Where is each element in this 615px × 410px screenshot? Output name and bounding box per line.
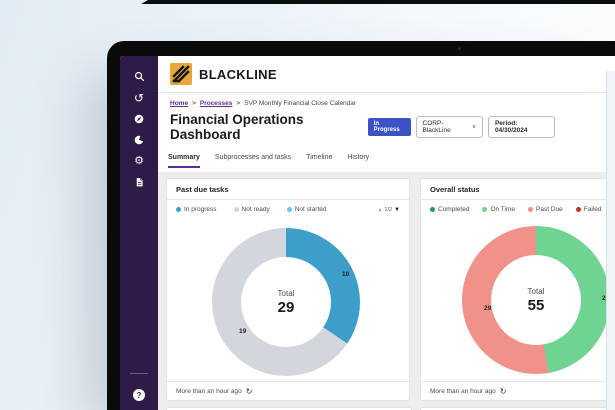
legend-dot-not-started [286, 207, 292, 212]
org-dropdown-value: CORP-BlackLine [422, 120, 451, 134]
overall-status-donut-chart: 26 29 Total 55 [462, 226, 610, 374]
title-row: Financial Operations Dashboard In Progre… [158, 107, 615, 142]
card-partial [166, 407, 412, 410]
legend-item: Completed [430, 206, 469, 213]
page-title: Financial Operations Dashboard [170, 112, 304, 142]
total-label: Total [277, 288, 295, 298]
donut-center: Total 29 [241, 257, 331, 347]
screen: ↺ ⚙ ? [120, 56, 615, 410]
refresh-icon[interactable]: ↻ [245, 386, 253, 396]
card-title: Past due tasks [167, 179, 409, 200]
legend-dot-in-progress [176, 207, 181, 212]
documents-icon[interactable] [132, 175, 146, 189]
top-device-edge [141, 0, 615, 4]
slice-value: 10 [342, 271, 350, 278]
card-footer: More than an hour ago ↻ [167, 381, 409, 400]
tab-summary[interactable]: Summary [168, 154, 200, 168]
card-title: Overall status [421, 179, 615, 200]
refresh-icon[interactable]: ↻ [499, 386, 507, 396]
history-icon[interactable]: ↺ [133, 91, 145, 105]
pager-up-icon[interactable]: ▲ [377, 206, 383, 213]
org-dropdown[interactable]: CORP-BlackLine ∨ [415, 116, 483, 138]
slice-value: 26 [602, 295, 609, 302]
tab-bar: Summary Subprocesses and tasks Timeline … [158, 142, 615, 168]
legend-label: Past Due [536, 206, 563, 213]
legend-item: Not started [286, 206, 327, 213]
legend-dot-not-ready [233, 207, 239, 212]
settings-gear-icon[interactable]: ⚙ [134, 154, 144, 167]
legend-label: In progress [184, 206, 217, 213]
legend-label: On Time [490, 206, 515, 213]
total-value: 55 [527, 296, 545, 314]
app-bar: BLACKLINE [158, 56, 615, 93]
main-area: BLACKLINE Home > Processes > SVP Monthly… [158, 56, 615, 410]
legend-dot-completed [430, 207, 435, 212]
legend-item: Not ready [233, 206, 270, 213]
chart-legend: In progress Not ready Not started [167, 200, 409, 213]
dashboard-content: Past due tasks In progress Not ready [158, 172, 615, 410]
header-controls: In Progress CORP-BlackLine ∨ Period: 04/… [367, 116, 555, 138]
donut-center: Total 55 [491, 255, 581, 345]
breadcrumb-separator: > [192, 100, 196, 107]
card-partial [420, 407, 615, 410]
status-badge: In Progress [367, 118, 411, 136]
legend-item: Past Due [528, 206, 563, 213]
webcam-dot [458, 47, 461, 50]
sidebar: ↺ ⚙ ? [120, 56, 158, 410]
help-icon[interactable]: ? [133, 389, 145, 401]
breadcrumb-processes[interactable]: Processes [199, 100, 233, 107]
breadcrumb-separator: > [236, 100, 241, 107]
slice-value: 19 [239, 328, 247, 335]
legend-item: On Time [482, 206, 515, 213]
tab-timeline[interactable]: Timeline [306, 154, 333, 161]
breadcrumb-home[interactable]: Home [170, 100, 189, 107]
period-field[interactable]: Period: 04/30/2024 [487, 116, 555, 138]
legend-pager: ▲ 1/2 ▼ [377, 207, 400, 213]
laptop-side-edge [606, 71, 615, 410]
last-refreshed-text: More than an hour ago [176, 387, 242, 395]
pager-count: 1/2 [384, 206, 393, 213]
chart-legend: Completed On Time Past Due [421, 200, 615, 213]
total-label: Total [527, 286, 545, 296]
search-icon[interactable] [132, 69, 146, 83]
overall-status-card: Overall status Completed On Time [420, 178, 615, 401]
slice-value: 29 [484, 305, 492, 312]
blackline-logo-icon [170, 63, 192, 85]
compass-icon[interactable] [132, 112, 146, 126]
brand-name: BLACKLINE [199, 66, 277, 82]
legend-label: Failed [583, 206, 602, 213]
past-due-donut-chart: 10 19 Total 29 [212, 228, 360, 376]
legend-dot-past-due [528, 207, 533, 212]
card-footer: More than an hour ago ↻ [421, 381, 615, 400]
chevron-down-icon: ∨ [471, 124, 476, 130]
laptop-frame: ↺ ⚙ ? [107, 41, 615, 410]
legend-label: Completed [438, 206, 470, 213]
legend-item: In progress [176, 206, 217, 213]
pager-down-icon[interactable]: ▼ [394, 206, 400, 213]
legend-dot-on-time [482, 207, 488, 212]
last-refreshed-text: More than an hour ago [430, 387, 496, 395]
breadcrumb-current: SVP Monthly Financial Close Calendar [244, 100, 357, 107]
reports-pie-icon[interactable] [132, 133, 146, 147]
legend-label: Not ready [241, 206, 270, 213]
past-due-tasks-card: Past due tasks In progress Not ready [166, 178, 410, 401]
tab-history[interactable]: History [347, 154, 370, 161]
tab-subprocesses-and-tasks[interactable]: Subprocesses and tasks [214, 154, 292, 161]
legend-label: Not started [294, 206, 327, 213]
breadcrumb: Home > Processes > SVP Monthly Financial… [158, 93, 615, 107]
sidebar-divider [130, 373, 148, 374]
legend-dot-failed [575, 207, 581, 212]
legend-item: Failed [575, 206, 602, 213]
total-value: 29 [277, 298, 295, 316]
